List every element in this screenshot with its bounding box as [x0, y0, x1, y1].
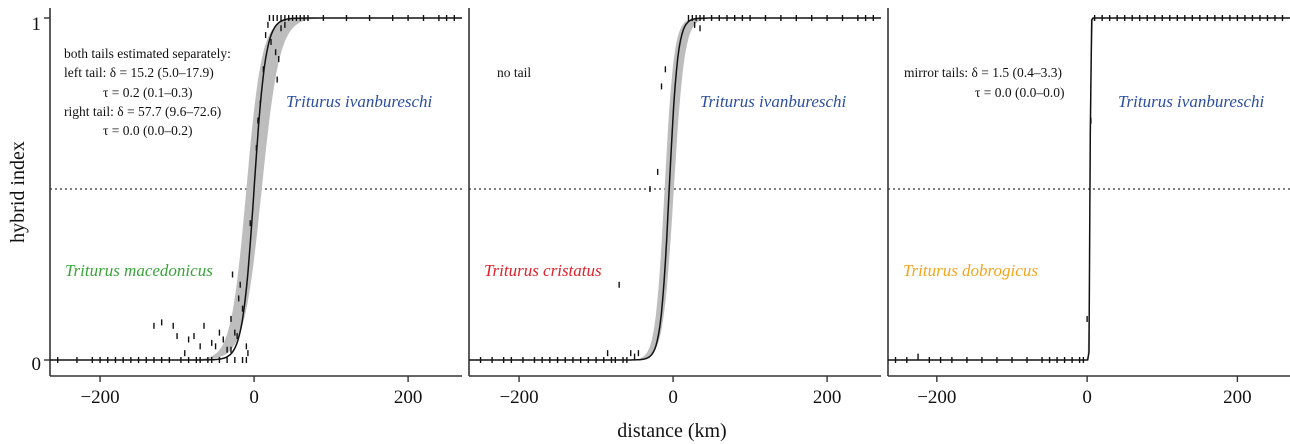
model-annotation: left tail: δ = 15.2 (5.0–17.9): [64, 65, 214, 80]
species-left-label: Triturus cristatus: [484, 261, 602, 280]
species-right-label: Triturus ivanbureschi: [286, 92, 433, 111]
species-right-label: Triturus ivanbureschi: [1118, 92, 1265, 111]
y-tick-label-top: 1: [32, 14, 42, 35]
model-annotation: τ = 0.0 (0.0–0.2): [103, 123, 193, 138]
y-tick-label-bottom: 0: [32, 354, 42, 375]
model-annotation: no tail: [497, 65, 531, 80]
confidence-band: [50, 18, 462, 360]
y-axis-label: hybrid index: [7, 141, 29, 243]
model-annotation: both tails estimated separately:: [64, 46, 231, 61]
x-tick-label: 0: [668, 387, 678, 408]
x-tick-label: 0: [1082, 387, 1092, 408]
model-annotation: τ = 0.2 (0.1–0.3): [103, 85, 193, 100]
x-tick-label: −200: [917, 387, 956, 408]
species-left-label: Triturus dobrogicus: [903, 261, 1038, 280]
chart-panels: −200 0 200 both tails estimated separately:…: [44, 8, 1290, 408]
species-right-label: Triturus ivanbureschi: [700, 92, 847, 111]
species-left-label: Triturus macedonicus: [65, 261, 213, 280]
x-tick-label: 200: [813, 387, 842, 408]
x-tick-label: 200: [1223, 387, 1252, 408]
x-axis-label: distance (km): [617, 420, 726, 442]
x-tick-label: 200: [394, 387, 423, 408]
panel-2: −200 0 200 no tail Triturus cristatus Trituru…: [468, 8, 881, 408]
panel-1: −200 0 200 both tails estimated separately:…: [49, 8, 462, 408]
x-tick-label: −200: [80, 387, 119, 408]
x-tick-label: −200: [499, 387, 538, 408]
x-tick-label: 0: [249, 387, 259, 408]
model-annotation: mirror tails: δ = 1.5 (0.4–3.3): [904, 65, 1062, 80]
model-annotation: τ = 0.0 (0.0–0.0): [975, 85, 1065, 100]
model-annotation: right tail: δ = 57.7 (9.6–72.6): [64, 104, 221, 119]
panel-3: −200 0 200 mirror tails: δ = 1.5 (0.4–3.3) τ…: [887, 8, 1290, 408]
